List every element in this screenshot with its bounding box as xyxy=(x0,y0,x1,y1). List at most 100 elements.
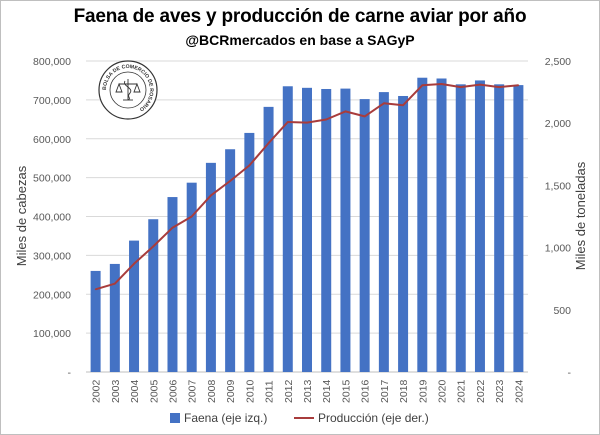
x-tick-label: 2022 xyxy=(475,379,487,403)
x-tick-label: 2003 xyxy=(110,379,122,403)
faena-bar xyxy=(109,263,120,372)
x-tick-label: 2024 xyxy=(513,379,525,403)
produccion-point xyxy=(133,262,135,265)
x-tick-label: 2018 xyxy=(398,379,410,403)
produccion-point xyxy=(248,164,251,167)
faena-bar xyxy=(340,88,351,372)
faena-bar xyxy=(263,106,274,372)
right-tick-label: - xyxy=(568,367,572,379)
x-tick-label: 2008 xyxy=(206,379,218,403)
produccion-point xyxy=(94,288,97,291)
x-tick-label: 2013 xyxy=(302,379,314,403)
right-axis-title: Miles de toneladas xyxy=(573,161,588,270)
x-tick-label: 2014 xyxy=(321,379,333,403)
produccion-point xyxy=(479,83,481,86)
x-tick-label: 2010 xyxy=(244,379,256,403)
faena-bars xyxy=(90,77,524,373)
left-tick-label: - xyxy=(68,367,72,379)
x-tick-label: 2023 xyxy=(494,379,506,403)
x-tick-label: 2021 xyxy=(456,379,468,403)
left-tick-label: 200,000 xyxy=(33,289,71,301)
faena-bar xyxy=(455,84,466,372)
x-tick-label: 2011 xyxy=(264,380,276,403)
right-tick-label: 500 xyxy=(553,305,571,317)
x-tick-label: 2015 xyxy=(340,379,352,403)
x-tick-label: 2009 xyxy=(225,379,237,403)
produccion-point xyxy=(440,83,443,85)
produccion-point xyxy=(363,115,366,118)
produccion-line xyxy=(94,83,520,291)
left-tick-label: 600,000 xyxy=(33,134,71,146)
legend-swatch-faena xyxy=(170,413,180,423)
produccion-point xyxy=(267,142,270,144)
right-tick-label: 1,500 xyxy=(545,180,571,192)
left-axis-ticks: - 100,000 200,000 300,000 400,000 500,000 600,… xyxy=(33,56,71,379)
x-tick-label: 2004 xyxy=(129,379,141,403)
legend-label-produccion: Producción (eje der.) xyxy=(318,411,429,425)
faena-bar xyxy=(494,84,505,372)
right-tick-label: 2,000 xyxy=(545,118,571,130)
faena-bar xyxy=(148,219,159,372)
right-axis-ticks: - 500 1,000 1,500 2,000 2,500 xyxy=(545,56,572,379)
x-tick-label: 2007 xyxy=(187,379,199,403)
faena-bar xyxy=(474,80,485,372)
faena-bar xyxy=(225,149,236,372)
bcr-seal-logo: BOLSA DE COMERCIO DE ROSARIO xyxy=(98,60,158,120)
faena-bar xyxy=(378,92,389,372)
chart-subtitle: @BCRmercados en base a SAGyP xyxy=(185,32,415,48)
produccion-point xyxy=(210,194,212,197)
left-tick-label: 400,000 xyxy=(33,212,71,224)
produccion-point xyxy=(114,282,116,285)
faena-bar xyxy=(129,240,140,372)
legend: Faena (eje izq.) Producción (eje der.) xyxy=(170,411,429,425)
faena-bar xyxy=(417,77,428,372)
faena-bar xyxy=(513,85,524,372)
x-tick-label: 2005 xyxy=(148,379,160,403)
produccion-point xyxy=(286,121,289,123)
faena-bar xyxy=(398,95,409,373)
produccion-point xyxy=(383,102,385,105)
left-axis-title: Miles de cabezas xyxy=(14,165,29,266)
produccion-point xyxy=(402,104,404,106)
x-tick-label: 2020 xyxy=(437,379,449,403)
produccion-point xyxy=(459,86,462,88)
produccion-point xyxy=(421,84,424,87)
produccion-point xyxy=(517,84,520,87)
faena-bar xyxy=(302,87,312,372)
faena-bar xyxy=(90,270,101,372)
left-tick-label: 700,000 xyxy=(33,95,71,107)
faena-bar xyxy=(436,78,447,373)
produccion-point xyxy=(325,118,328,121)
right-tick-label: 1,000 xyxy=(545,243,571,255)
x-axis-ticks: 2002 2003 2004 2005 2006 2007 2008 2009 2010 2011… xyxy=(91,379,526,403)
left-tick-label: 300,000 xyxy=(33,250,71,262)
x-tick-label: 2019 xyxy=(417,379,429,403)
faena-bar xyxy=(205,162,216,372)
faena-bar xyxy=(244,132,255,372)
right-tick-label: 2,500 xyxy=(545,56,571,68)
legend-label-faena: Faena (eje izq.) xyxy=(184,411,267,425)
x-tick-label: 2002 xyxy=(91,379,103,403)
x-tick-label: 2012 xyxy=(283,379,295,403)
left-tick-label: 800,000 xyxy=(33,56,71,68)
faena-bar xyxy=(186,182,197,372)
scales-icon xyxy=(115,79,141,101)
x-tick-label: 2017 xyxy=(379,379,391,403)
produccion-point xyxy=(344,110,347,113)
produccion-point xyxy=(229,180,231,182)
left-tick-label: 100,000 xyxy=(33,328,71,340)
faena-bar xyxy=(167,197,178,372)
produccion-point xyxy=(498,86,500,88)
produccion-point xyxy=(171,226,174,229)
faena-bar xyxy=(282,86,293,373)
faena-bar xyxy=(359,99,370,372)
chart-title: Faena de aves y producción de carne avia… xyxy=(73,6,527,27)
produccion-point xyxy=(152,245,155,248)
produccion-point xyxy=(190,215,193,218)
produccion-point xyxy=(306,121,308,124)
left-tick-label: 500,000 xyxy=(33,173,71,185)
x-tick-label: 2006 xyxy=(167,379,179,403)
faena-bar xyxy=(321,88,332,373)
x-tick-label: 2016 xyxy=(360,379,372,403)
